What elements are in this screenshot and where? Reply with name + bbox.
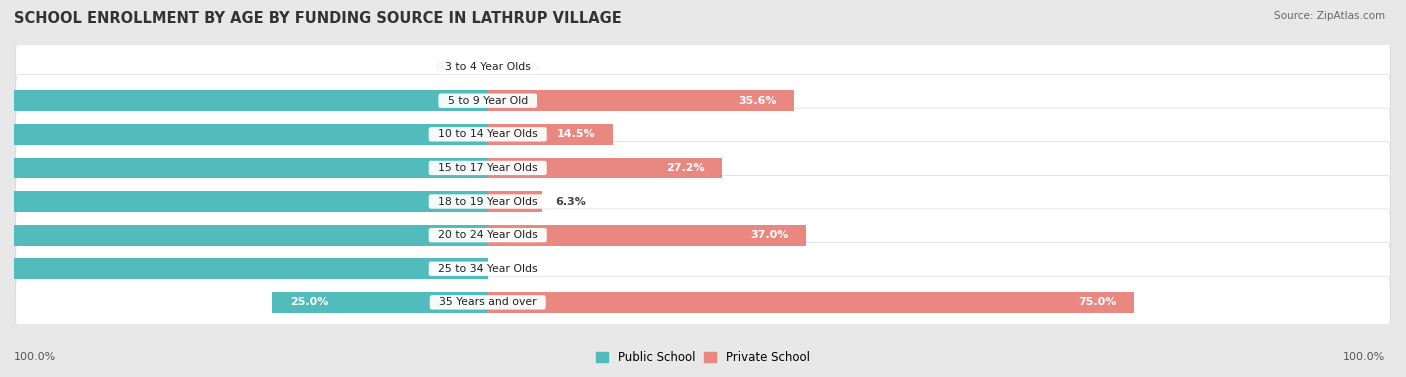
Text: 0.0%: 0.0% xyxy=(436,62,467,72)
Text: 18 to 19 Year Olds: 18 to 19 Year Olds xyxy=(430,196,544,207)
Bar xyxy=(0,124,488,145)
Text: 0.0%: 0.0% xyxy=(509,264,540,274)
Bar xyxy=(488,158,721,178)
FancyBboxPatch shape xyxy=(15,142,1391,194)
Text: 5 to 9 Year Old: 5 to 9 Year Old xyxy=(440,96,534,106)
FancyBboxPatch shape xyxy=(15,209,1391,261)
Text: 6.3%: 6.3% xyxy=(555,196,586,207)
Bar xyxy=(0,191,488,212)
Bar xyxy=(488,225,807,245)
FancyBboxPatch shape xyxy=(15,276,1391,329)
Text: 25 to 34 Year Olds: 25 to 34 Year Olds xyxy=(430,264,544,274)
Text: 100.0%: 100.0% xyxy=(1343,352,1385,362)
Text: 27.2%: 27.2% xyxy=(666,163,704,173)
Text: 10 to 14 Year Olds: 10 to 14 Year Olds xyxy=(430,129,544,139)
Text: 20 to 24 Year Olds: 20 to 24 Year Olds xyxy=(430,230,544,240)
Text: 3 to 4 Year Olds: 3 to 4 Year Olds xyxy=(437,62,537,72)
Text: 14.5%: 14.5% xyxy=(557,129,595,139)
Text: SCHOOL ENROLLMENT BY AGE BY FUNDING SOURCE IN LATHRUP VILLAGE: SCHOOL ENROLLMENT BY AGE BY FUNDING SOUR… xyxy=(14,11,621,26)
Text: 6.3%: 6.3% xyxy=(494,196,524,207)
Text: 75.0%: 75.0% xyxy=(1078,297,1116,307)
Bar xyxy=(488,292,1133,313)
Text: 35 Years and over: 35 Years and over xyxy=(432,297,544,307)
Bar xyxy=(0,158,488,178)
Legend: Public School, Private School: Public School, Private School xyxy=(592,346,814,369)
Text: 100.0%: 100.0% xyxy=(14,352,56,362)
Bar xyxy=(0,225,488,245)
Bar xyxy=(0,258,488,279)
Text: 15 to 17 Year Olds: 15 to 17 Year Olds xyxy=(430,163,544,173)
Bar xyxy=(0,90,488,111)
Bar xyxy=(488,90,794,111)
Text: 37.0%: 37.0% xyxy=(751,230,789,240)
Text: 25.0%: 25.0% xyxy=(290,297,328,307)
FancyBboxPatch shape xyxy=(15,108,1391,161)
Text: 0.0%: 0.0% xyxy=(509,62,540,72)
Bar xyxy=(488,191,541,212)
Bar xyxy=(488,191,541,212)
Text: 35.6%: 35.6% xyxy=(738,96,778,106)
FancyBboxPatch shape xyxy=(15,242,1391,295)
Bar xyxy=(488,124,613,145)
FancyBboxPatch shape xyxy=(15,75,1391,127)
Bar xyxy=(273,292,488,313)
FancyBboxPatch shape xyxy=(15,41,1391,93)
FancyBboxPatch shape xyxy=(15,175,1391,228)
Text: Source: ZipAtlas.com: Source: ZipAtlas.com xyxy=(1274,11,1385,21)
